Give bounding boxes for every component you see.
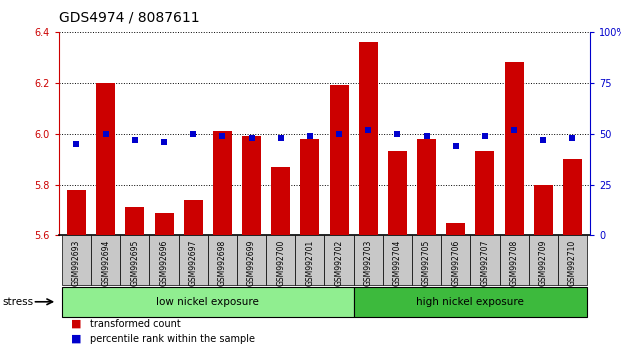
Bar bbox=[324, 235, 353, 285]
Bar bbox=[62, 287, 353, 317]
Point bbox=[568, 135, 578, 141]
Bar bbox=[184, 200, 202, 235]
Bar bbox=[242, 136, 261, 235]
Bar bbox=[271, 167, 290, 235]
Bar bbox=[150, 235, 179, 285]
Bar bbox=[476, 152, 494, 235]
Text: ■: ■ bbox=[71, 334, 82, 344]
Bar bbox=[412, 235, 441, 285]
Bar bbox=[237, 235, 266, 285]
Text: GSM992707: GSM992707 bbox=[481, 239, 489, 286]
Bar bbox=[155, 212, 173, 235]
Text: GSM992704: GSM992704 bbox=[393, 239, 402, 286]
Point bbox=[247, 135, 256, 141]
Bar bbox=[388, 152, 407, 235]
Point bbox=[334, 131, 344, 136]
Text: transformed count: transformed count bbox=[90, 319, 181, 329]
Bar bbox=[505, 62, 524, 235]
Text: ■: ■ bbox=[71, 319, 82, 329]
Text: GSM992701: GSM992701 bbox=[306, 239, 314, 286]
Text: GSM992696: GSM992696 bbox=[160, 239, 168, 286]
Text: GSM992705: GSM992705 bbox=[422, 239, 431, 286]
Point bbox=[480, 133, 490, 138]
Text: GSM992706: GSM992706 bbox=[451, 239, 460, 286]
Bar bbox=[330, 85, 348, 235]
Point bbox=[392, 131, 402, 136]
Point bbox=[71, 141, 81, 147]
Text: GSM992699: GSM992699 bbox=[247, 239, 256, 286]
Text: GSM992702: GSM992702 bbox=[335, 239, 343, 286]
Text: GSM992697: GSM992697 bbox=[189, 239, 197, 286]
Text: percentile rank within the sample: percentile rank within the sample bbox=[90, 334, 255, 344]
Text: GDS4974 / 8087611: GDS4974 / 8087611 bbox=[59, 11, 199, 25]
Bar bbox=[499, 235, 528, 285]
Bar bbox=[301, 139, 319, 235]
Point bbox=[509, 127, 519, 132]
Text: GSM992693: GSM992693 bbox=[72, 239, 81, 286]
Bar bbox=[441, 235, 470, 285]
Point bbox=[538, 137, 548, 143]
Point bbox=[422, 133, 432, 138]
Point bbox=[101, 131, 111, 136]
Bar bbox=[528, 235, 558, 285]
Bar bbox=[558, 235, 587, 285]
Text: GSM992708: GSM992708 bbox=[510, 239, 519, 286]
Text: GSM992709: GSM992709 bbox=[539, 239, 548, 286]
Bar bbox=[359, 42, 378, 235]
Bar bbox=[296, 235, 324, 285]
Bar bbox=[446, 223, 465, 235]
Text: GSM992695: GSM992695 bbox=[130, 239, 139, 286]
Text: GSM992710: GSM992710 bbox=[568, 239, 577, 286]
Point bbox=[305, 133, 315, 138]
Point bbox=[159, 139, 169, 144]
Text: GSM992698: GSM992698 bbox=[218, 239, 227, 286]
Text: GSM992694: GSM992694 bbox=[101, 239, 110, 286]
Point bbox=[217, 133, 227, 138]
Point bbox=[276, 135, 286, 141]
Point bbox=[188, 131, 198, 136]
Text: high nickel exposure: high nickel exposure bbox=[417, 297, 524, 307]
Bar bbox=[179, 235, 208, 285]
Bar bbox=[125, 207, 144, 235]
Bar bbox=[534, 184, 553, 235]
Text: stress: stress bbox=[2, 297, 34, 307]
Point bbox=[363, 127, 373, 132]
Bar bbox=[470, 235, 499, 285]
Bar bbox=[383, 235, 412, 285]
Point bbox=[451, 143, 461, 149]
Bar bbox=[62, 235, 91, 285]
Bar bbox=[96, 83, 115, 235]
Bar bbox=[266, 235, 296, 285]
Bar bbox=[563, 159, 582, 235]
Bar bbox=[353, 235, 383, 285]
Text: low nickel exposure: low nickel exposure bbox=[156, 297, 259, 307]
Bar bbox=[213, 131, 232, 235]
Bar bbox=[120, 235, 150, 285]
Bar bbox=[417, 139, 436, 235]
Bar bbox=[67, 190, 86, 235]
Point bbox=[130, 137, 140, 143]
Text: GSM992700: GSM992700 bbox=[276, 239, 285, 286]
Text: GSM992703: GSM992703 bbox=[364, 239, 373, 286]
Bar bbox=[353, 287, 587, 317]
Bar bbox=[208, 235, 237, 285]
Bar bbox=[91, 235, 120, 285]
